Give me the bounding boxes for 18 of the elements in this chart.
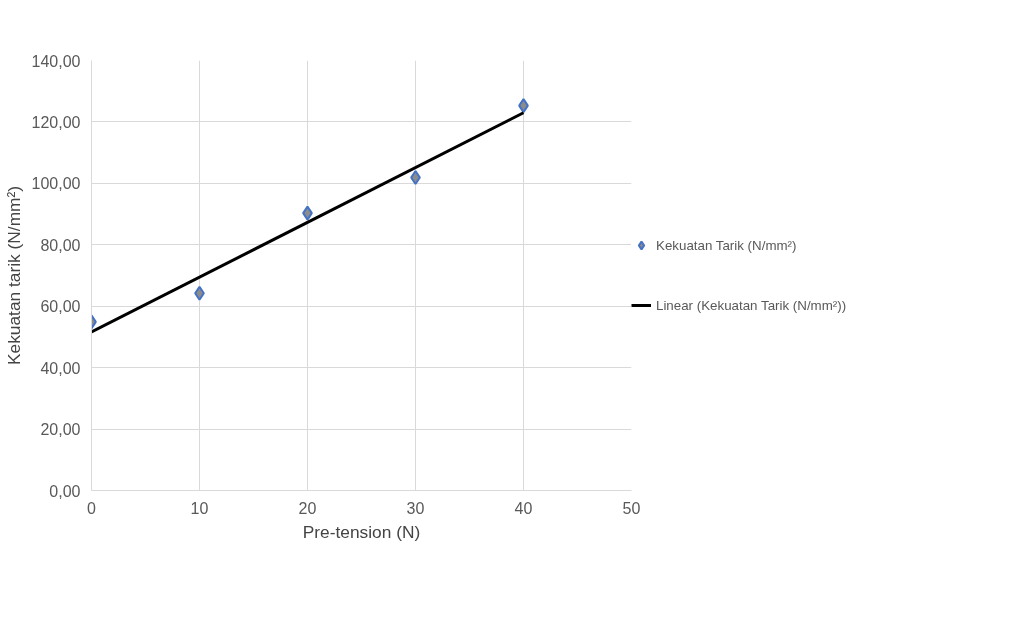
y-tick-label: 20,00 [40,421,81,439]
y-tick-label: 40,00 [40,359,81,377]
y-axis-title: Kekuatan tarik (N/mm²) [3,185,24,366]
y-tick-label: 80,00 [40,236,81,254]
x-tick-label: 20 [298,499,317,517]
x-tick-label: 50 [622,499,641,517]
x-tick-label: 0 [87,499,97,517]
x-axis-title: Pre-tension (N) [302,521,421,542]
y-tick-label: 100,00 [31,175,81,193]
y-tick-label: 0,00 [49,482,81,500]
x-tick-label: 30 [406,499,425,517]
y-tick-label: 120,00 [31,113,81,131]
x-tick-label: 40 [514,499,533,517]
legend-label: Kekuatan Tarik (N/mm²) [656,237,797,253]
legend-label: Linear (Kekuatan Tarik (N/mm²)) [656,297,847,313]
y-tick-label: 140,00 [31,52,81,70]
y-tick-label: 60,00 [40,298,81,316]
x-tick-label: 10 [190,499,209,517]
